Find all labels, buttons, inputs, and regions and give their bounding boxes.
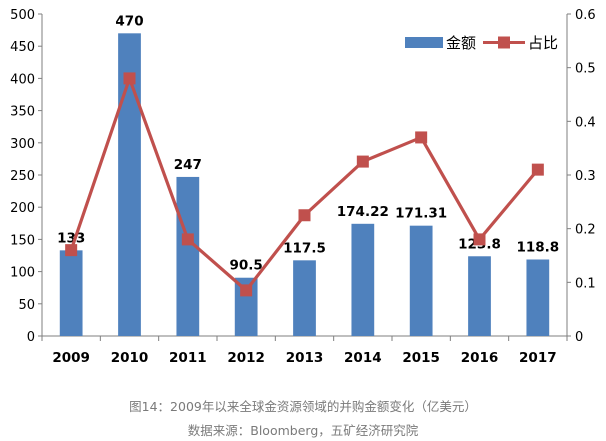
bar (409, 225, 433, 336)
bar (293, 260, 316, 336)
x-axis-tick-label: 2016 (461, 350, 499, 366)
bar-value-label: 247 (174, 157, 202, 173)
x-axis-tick-label: 2014 (344, 350, 382, 366)
bar (176, 176, 200, 336)
line-series (65, 72, 544, 297)
bar-value-label: 171.31 (395, 206, 447, 222)
bar-series (59, 33, 550, 336)
right-axis-tick-label: 0.2 (575, 223, 596, 238)
line-marker (356, 155, 369, 168)
left-axis-tick-label: 500 (10, 8, 35, 23)
bar (59, 250, 83, 336)
left-axis-tick-label: 450 (10, 40, 35, 55)
right-axis-tick-label: 0.4 (575, 115, 596, 130)
figure-caption: 图14：2009年以来全球金资源领域的并购金额变化（亿美元） (129, 399, 477, 414)
left-axis-tick-label: 400 (10, 72, 35, 87)
x-axis-tick-label: 2015 (402, 350, 440, 366)
left-axis-tick-label: 0 (27, 330, 35, 345)
line-marker (473, 233, 486, 246)
left-axis-tick-label: 200 (10, 201, 35, 216)
left-axis-tick-label: 150 (10, 233, 35, 248)
legend-bar-label: 金额 (446, 34, 476, 52)
line-marker (531, 163, 544, 176)
legend-bar-swatch (405, 37, 443, 48)
legend-line-marker (498, 36, 510, 49)
line-marker (123, 72, 136, 85)
legend-line-label: 占比 (528, 34, 558, 52)
line-marker (181, 233, 194, 246)
bar (118, 33, 141, 336)
x-axis-tick-label: 2010 (111, 350, 149, 366)
x-axis-tick-label: 2009 (52, 350, 90, 366)
bar-value-label: 470 (115, 13, 143, 29)
line-marker (65, 244, 78, 257)
left-axis-tick-label: 50 (18, 298, 35, 313)
x-axis-tick-label: 2012 (227, 350, 265, 366)
left-axis-tick-label: 250 (10, 169, 35, 184)
right-axis-tick-label: 0.5 (575, 62, 596, 77)
bar-value-label: 133 (57, 230, 85, 246)
bar-value-label: 90.5 (230, 258, 263, 274)
line-marker (298, 209, 311, 222)
line-marker (415, 131, 428, 144)
bar (468, 256, 491, 336)
bar (351, 223, 375, 336)
combo-chart: 0 50 100 150 200 250 300 350 400 450 500 0 0.1 0.2 0.3… (10, 8, 596, 366)
x-axis-tick-label: 2011 (169, 350, 207, 366)
chart-axes: 0 50 100 150 200 250 300 350 400 450 500 0 0.1 0.2 0.3… (10, 8, 596, 366)
source-caption: 数据来源：Bloomberg，五矿经济研究院 (187, 423, 419, 438)
line-path (69, 76, 540, 292)
bar (526, 259, 550, 336)
left-axis-tick-label: 300 (10, 137, 35, 152)
right-axis-tick-label: 0.1 (575, 276, 596, 291)
left-axis-tick-label: 350 (10, 105, 35, 120)
right-axis-tick-label: 0.3 (575, 169, 596, 184)
line-marker (240, 284, 253, 297)
x-axis-tick-label: 2017 (519, 350, 557, 366)
bar-value-label: 174.22 (337, 204, 389, 220)
right-axis-tick-label: 0 (575, 330, 583, 345)
bar-value-label: 117.5 (283, 240, 326, 256)
right-axis-tick-label: 0.6 (575, 8, 596, 23)
chart-legend: 金额 占比 (405, 34, 558, 52)
left-axis-tick-label: 100 (10, 266, 35, 281)
x-axis-tick-label: 2013 (286, 350, 324, 366)
bar-value-label: 118.8 (516, 239, 559, 255)
